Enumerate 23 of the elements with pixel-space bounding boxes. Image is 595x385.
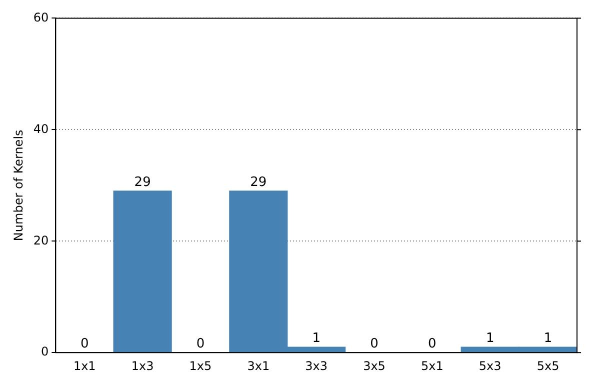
data-label: 29 bbox=[134, 174, 151, 190]
x-tick-label: 5x3 bbox=[478, 358, 502, 373]
y-tick-label: 60 bbox=[33, 10, 49, 24]
x-tick-label: 3x3 bbox=[305, 358, 328, 373]
x-tick-label: 1x1 bbox=[73, 358, 96, 373]
data-label: 29 bbox=[250, 174, 267, 190]
y-tick-label: 40 bbox=[33, 122, 49, 136]
data-label: 0 bbox=[428, 336, 436, 352]
x-tick-label: 3x5 bbox=[363, 358, 386, 373]
y-axis-title: Number of Kernels bbox=[11, 130, 26, 242]
data-label: 0 bbox=[80, 336, 89, 352]
x-tick-label: 5x1 bbox=[421, 358, 444, 373]
data-label: 0 bbox=[196, 336, 205, 352]
data-label: 1 bbox=[486, 330, 494, 346]
data-label: 1 bbox=[312, 330, 320, 346]
y-tick-label: 20 bbox=[33, 233, 49, 248]
x-tick-label: 3x1 bbox=[247, 358, 270, 373]
x-tick-label: 1x5 bbox=[189, 358, 212, 373]
x-tick-label: 5x5 bbox=[536, 358, 560, 373]
data-label: 0 bbox=[370, 336, 378, 352]
x-tick-label: 1x3 bbox=[131, 358, 154, 373]
data-label: 1 bbox=[544, 330, 552, 346]
y-tick-label: 0 bbox=[41, 344, 49, 359]
